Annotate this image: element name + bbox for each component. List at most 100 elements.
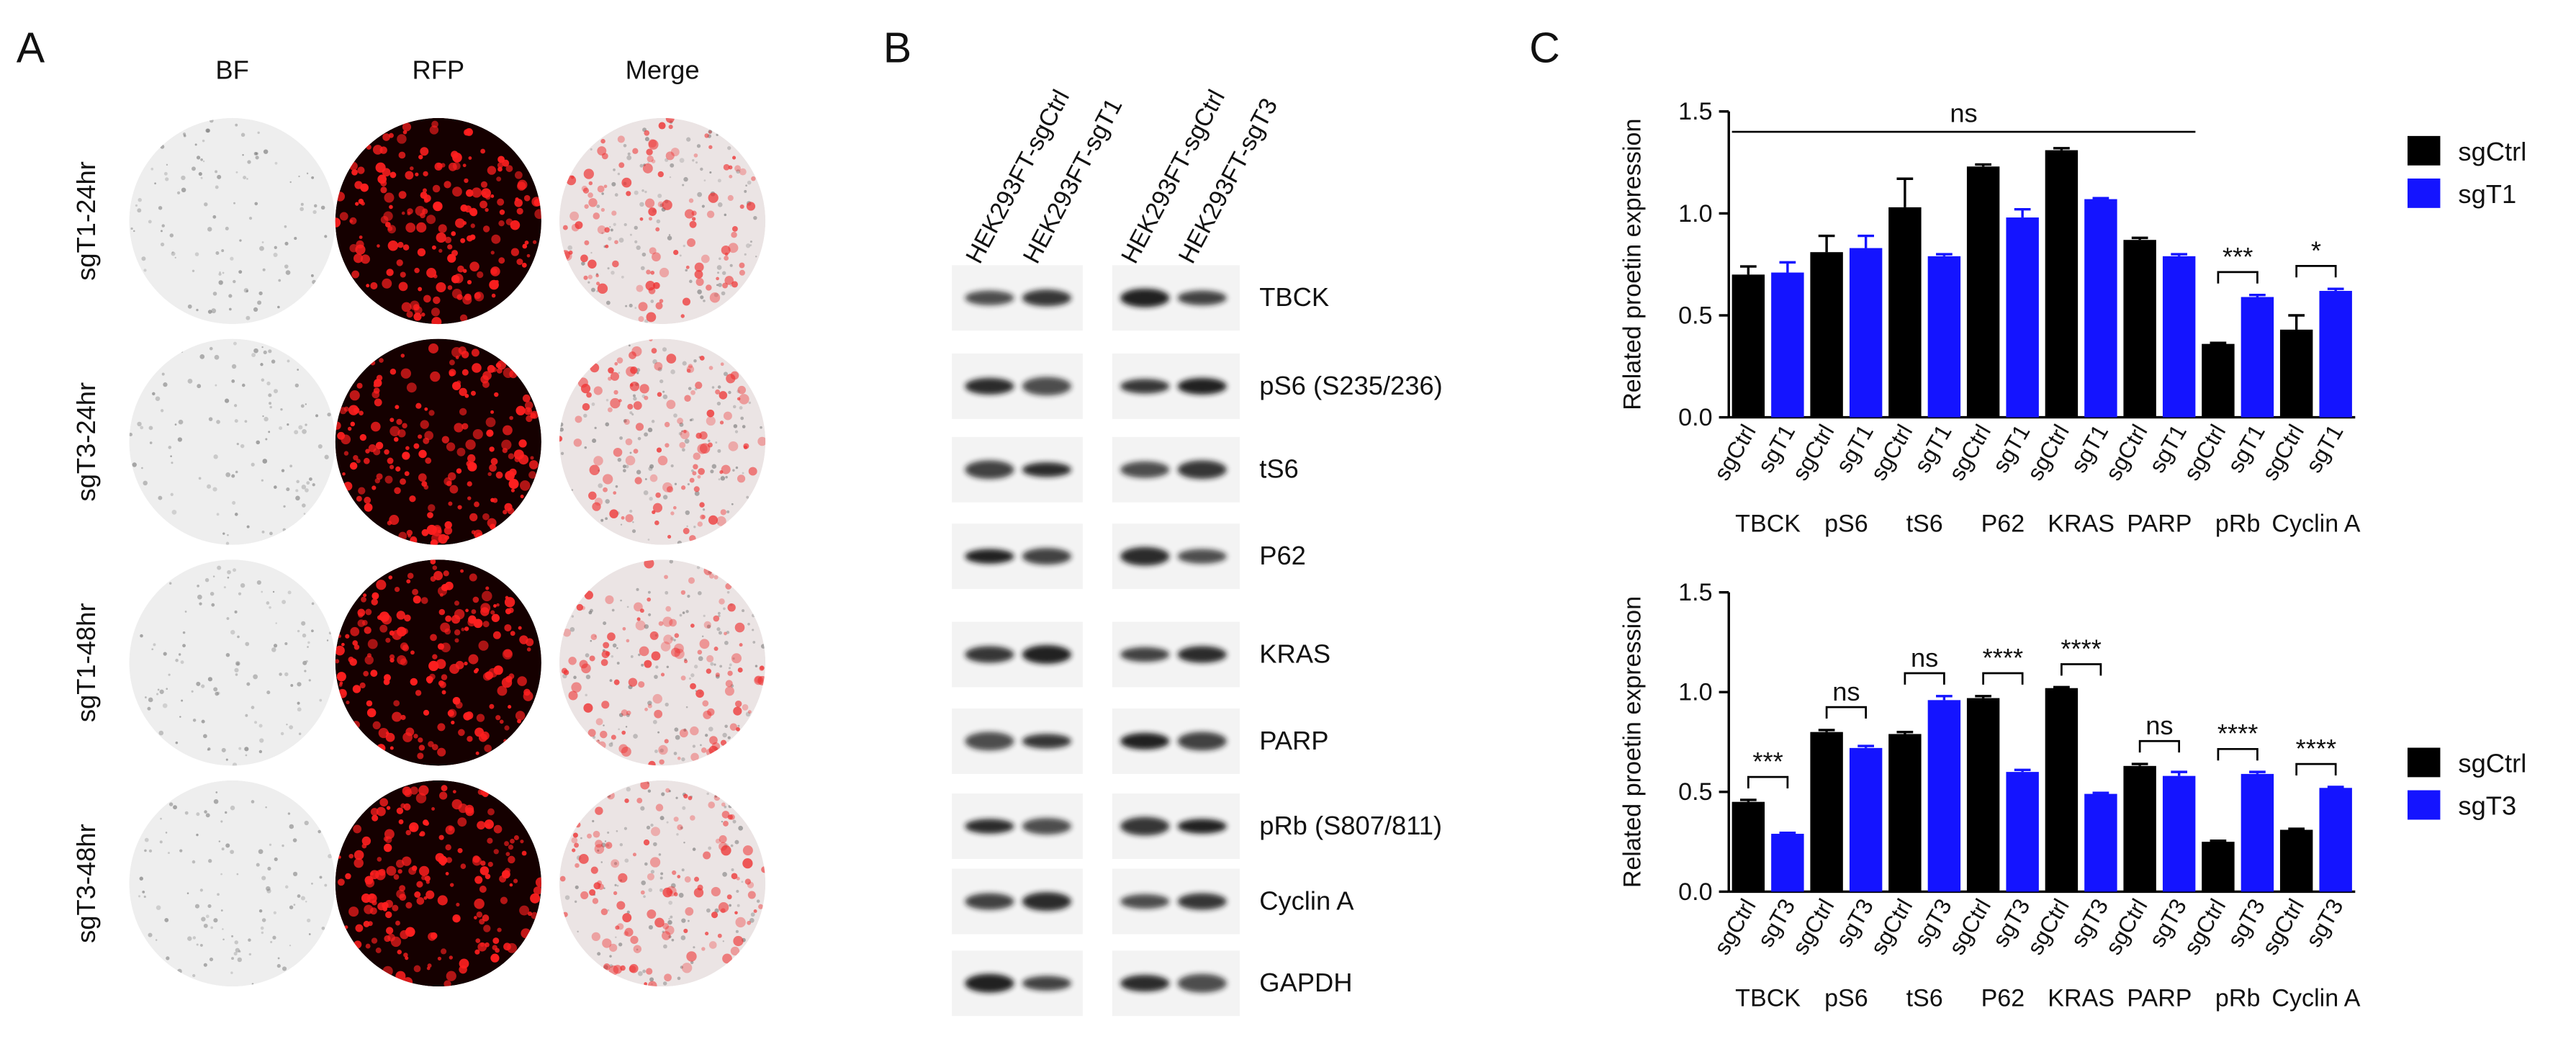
cell-dot <box>460 204 468 212</box>
cell-dot <box>644 395 649 400</box>
cell-dot <box>490 251 495 255</box>
bar <box>1810 252 1843 418</box>
cell-dot <box>582 187 590 194</box>
cell-dot <box>418 473 427 482</box>
cell-speck <box>221 747 226 752</box>
cell-speck <box>235 171 238 174</box>
cell-speck <box>560 451 564 455</box>
cell-dot <box>500 896 508 904</box>
cell-speck <box>258 750 263 754</box>
cell-speck <box>609 225 611 228</box>
cell-speck <box>636 948 639 951</box>
cell-dot <box>426 215 436 225</box>
cell-dot <box>484 744 492 752</box>
cell-speck <box>154 182 156 185</box>
cell-speck <box>300 207 304 212</box>
cell-speck <box>710 469 714 474</box>
cell-speck <box>718 282 722 287</box>
bar <box>2123 240 2156 418</box>
cell-speck <box>272 935 276 940</box>
cell-speck <box>607 831 610 834</box>
cell-speck <box>700 167 703 171</box>
cell-speck <box>724 640 729 645</box>
cell-speck <box>225 843 230 848</box>
cell-dot <box>410 678 418 686</box>
column-header: Merge <box>626 55 700 84</box>
cell-dot <box>520 840 524 844</box>
cell-speck <box>688 387 692 390</box>
cell-speck <box>215 251 220 256</box>
cell-speck <box>234 513 238 516</box>
cell-dot <box>584 240 590 246</box>
error-bar <box>1740 798 1757 802</box>
cell-dot <box>431 245 436 250</box>
cell-speck <box>233 951 238 956</box>
cell-dot <box>418 737 423 743</box>
cell-speck <box>591 287 595 292</box>
cell-dot <box>479 200 487 209</box>
cell-dot <box>670 148 680 157</box>
cell-speck <box>647 789 652 793</box>
cell-dot <box>583 168 594 179</box>
cell-dot <box>425 457 432 464</box>
cell-speck <box>328 854 333 859</box>
cell-dot <box>663 634 673 644</box>
cell-speck <box>235 948 240 953</box>
cell-dot <box>667 534 672 539</box>
cell-dot <box>643 839 650 846</box>
cell-speck <box>698 656 703 662</box>
cell-speck <box>230 971 233 974</box>
cell-speck <box>706 624 711 629</box>
cell-speck <box>689 418 693 422</box>
cell-dot <box>685 265 690 269</box>
cell-dot <box>668 125 673 130</box>
cell-speck <box>261 378 265 382</box>
cell-speck <box>662 981 667 986</box>
cell-speck <box>161 372 165 376</box>
cell-speck <box>689 279 693 284</box>
cell-dot <box>665 151 675 161</box>
cell-dot <box>727 670 733 676</box>
cell-speck <box>169 233 174 238</box>
cell-dot <box>591 932 600 942</box>
cell-speck <box>294 430 299 435</box>
micrograph-field <box>559 338 766 545</box>
cell-dot <box>528 471 536 479</box>
cell-dot <box>571 837 578 844</box>
cell-speck <box>674 482 677 485</box>
cell-speck <box>279 672 282 676</box>
cell-speck <box>697 289 702 294</box>
cell-speck <box>302 633 307 638</box>
cell-speck <box>711 386 715 389</box>
cell-dot <box>635 620 646 631</box>
cell-dot <box>430 634 437 642</box>
cell-dot <box>727 603 736 612</box>
cell-dot <box>380 186 387 194</box>
cell-dot <box>472 428 483 440</box>
cell-speck <box>755 665 758 667</box>
cell-speck <box>741 881 744 883</box>
cell-speck <box>692 847 696 851</box>
cell-dot <box>510 248 520 256</box>
cell-dot <box>759 665 765 671</box>
cell-dot <box>605 651 611 657</box>
cell-dot <box>363 457 370 464</box>
cell-dot <box>659 299 664 303</box>
cell-dot <box>361 843 367 849</box>
cell-speck <box>650 870 655 874</box>
cell-dot <box>437 723 446 732</box>
cell-dot <box>660 672 665 677</box>
cell-dot <box>389 630 395 636</box>
cell-speck <box>662 390 665 393</box>
cell-dot <box>361 836 371 846</box>
y-tick-label: 0.0 <box>1678 878 1712 906</box>
cell-speck <box>600 861 603 863</box>
cell-speck <box>718 478 721 481</box>
cell-dot <box>758 904 764 909</box>
cell-dot <box>658 744 668 755</box>
cell-speck <box>248 217 253 220</box>
cell-speck <box>643 895 646 899</box>
cell-dot <box>477 942 487 952</box>
cell-dot <box>493 604 497 608</box>
cell-dot <box>353 407 360 414</box>
